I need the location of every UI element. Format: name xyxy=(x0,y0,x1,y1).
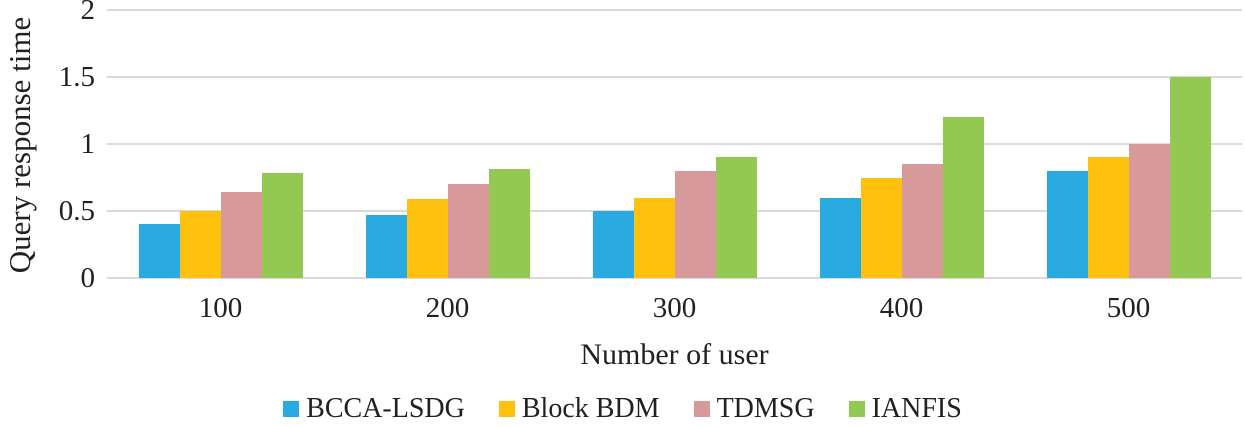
x-tick-label: 500 xyxy=(1106,292,1151,324)
gridline xyxy=(107,76,1242,78)
bar-ianfis xyxy=(715,157,757,278)
legend: BCCA-LSDG Block BDM TDMSG IANFIS xyxy=(0,392,1245,426)
legend-swatch-icon xyxy=(498,401,515,417)
bar-ianfis xyxy=(488,169,530,278)
bar-group xyxy=(334,169,561,278)
x-tick-label: 400 xyxy=(879,292,924,324)
legend-label: IANFIS xyxy=(871,393,962,424)
bar-bcca-lsdg xyxy=(138,224,180,278)
legend-swatch-icon xyxy=(848,401,865,417)
bar-block-bdm xyxy=(1087,157,1129,278)
x-tick-label: 100 xyxy=(198,292,243,324)
legend-label: BCCA-LSDG xyxy=(306,393,465,424)
bar-bcca-lsdg xyxy=(592,211,634,278)
bar-ianfis xyxy=(261,173,303,278)
y-tick-label: 0.5 xyxy=(58,195,95,227)
bar-tdmsg xyxy=(1128,144,1170,278)
gridline xyxy=(107,9,1242,11)
bar-ianfis xyxy=(942,117,984,278)
legend-item: IANFIS xyxy=(848,393,962,425)
bar-block-bdm xyxy=(633,197,675,278)
bar-group xyxy=(788,117,1015,278)
y-tick-label: 0 xyxy=(80,262,96,294)
gridline xyxy=(107,143,1242,145)
bar-bcca-lsdg xyxy=(1046,170,1088,278)
bar-block-bdm xyxy=(406,198,448,278)
x-tick-label: 200 xyxy=(425,292,470,324)
legend-item: TDMSG xyxy=(693,393,815,425)
bar-bcca-lsdg xyxy=(365,215,407,278)
y-tick-label: 2 xyxy=(80,0,96,26)
x-axis-title: Number of user xyxy=(580,338,769,371)
bar-tdmsg xyxy=(447,184,489,278)
bar-block-bdm xyxy=(179,211,221,278)
legend-item: Block BDM xyxy=(498,393,660,425)
bar-ianfis xyxy=(1169,77,1211,278)
bar-group xyxy=(561,157,788,278)
legend-swatch-icon xyxy=(693,401,710,417)
legend-item: BCCA-LSDG xyxy=(283,393,465,425)
y-tick-label: 1 xyxy=(80,128,96,160)
bar-tdmsg xyxy=(901,164,943,278)
gridline xyxy=(107,277,1242,279)
bar-group xyxy=(1015,77,1242,278)
y-tick-label: 1.5 xyxy=(58,61,95,93)
bar-tdmsg xyxy=(674,170,716,278)
legend-swatch-icon xyxy=(283,401,300,417)
bar-tdmsg xyxy=(220,192,262,278)
legend-label: Block BDM xyxy=(521,393,660,424)
legend-label: TDMSG xyxy=(716,393,815,424)
bar-bcca-lsdg xyxy=(819,197,861,278)
plot-area xyxy=(107,9,1242,279)
bar-block-bdm xyxy=(860,177,902,278)
x-tick-label: 300 xyxy=(652,292,697,324)
bar-group xyxy=(107,173,334,278)
